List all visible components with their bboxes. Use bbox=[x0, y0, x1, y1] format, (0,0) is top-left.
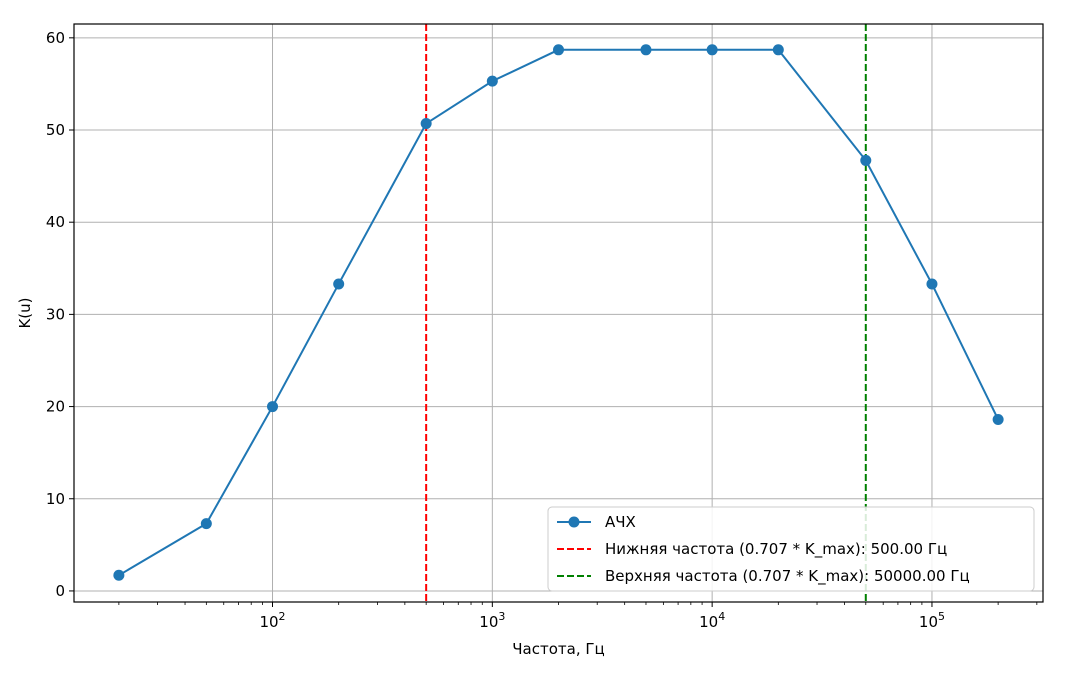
y-tick-label: 50 bbox=[46, 121, 65, 139]
x-tick-label: 105 bbox=[919, 610, 945, 631]
data-point bbox=[267, 401, 279, 413]
legend-label: Верхняя частота (0.707 * K_max): 50000.0… bbox=[605, 567, 970, 586]
x-tick-base: 10 bbox=[479, 613, 498, 631]
grid bbox=[74, 24, 1043, 602]
y-tick-label: 60 bbox=[46, 29, 65, 47]
x-tick-exponent: 2 bbox=[279, 610, 286, 623]
x-tick-label: 103 bbox=[479, 610, 505, 631]
legend-point-marker bbox=[568, 516, 580, 528]
data-point bbox=[860, 154, 872, 166]
data-point bbox=[772, 44, 784, 56]
legend: АЧХ Нижняя частота (0.707 * K_max): 500.0… bbox=[547, 506, 1035, 592]
y-tick-label: 30 bbox=[46, 305, 65, 323]
x-tick-label: 104 bbox=[699, 610, 725, 631]
x-axis-label: Частота, Гц bbox=[512, 640, 604, 658]
data-point bbox=[553, 44, 564, 56]
data-point bbox=[486, 75, 498, 87]
legend-label: Нижняя частота (0.707 * K_max): 500.00 Г… bbox=[605, 540, 947, 559]
data-point bbox=[113, 569, 125, 581]
data-point bbox=[640, 44, 652, 56]
data-point bbox=[333, 278, 345, 290]
x-tick-exponent: 4 bbox=[718, 610, 725, 623]
y-tick-label: 20 bbox=[46, 398, 65, 416]
legend-box bbox=[547, 506, 1035, 592]
y-axis-label: K(u) bbox=[16, 297, 34, 328]
y-tick-label: 40 bbox=[46, 213, 65, 231]
y-tick-label: 10 bbox=[46, 490, 65, 508]
data-point bbox=[992, 413, 1004, 425]
x-axis-ticks: 102 103 104 105 bbox=[118, 602, 1038, 631]
x-tick-exponent: 5 bbox=[938, 610, 945, 623]
x-tick-exponent: 3 bbox=[498, 610, 505, 623]
data-point bbox=[200, 518, 212, 530]
x-tick-base: 10 bbox=[699, 613, 718, 631]
y-axis-ticks: 0 10 20 30 40 50 60 bbox=[46, 29, 74, 600]
x-tick-base: 10 bbox=[919, 613, 938, 631]
data-point bbox=[706, 44, 718, 56]
y-tick-label: 0 bbox=[55, 582, 65, 600]
x-tick-base: 10 bbox=[259, 613, 278, 631]
series-layer bbox=[113, 44, 1004, 581]
legend-label: АЧХ bbox=[605, 513, 636, 531]
data-point bbox=[420, 118, 432, 130]
x-tick-label: 102 bbox=[259, 610, 285, 631]
data-point bbox=[926, 278, 938, 290]
